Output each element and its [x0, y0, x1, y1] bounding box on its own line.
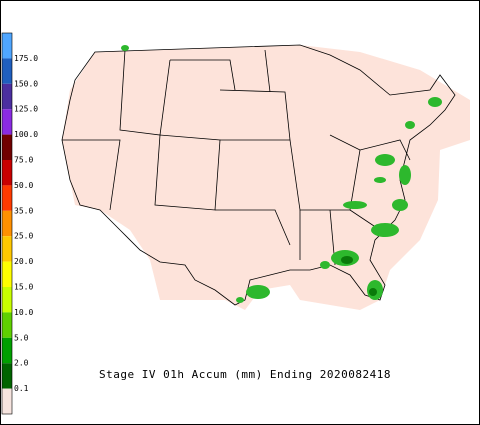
legend-label: 0.1 — [14, 384, 29, 393]
precipitation — [121, 45, 442, 303]
legend-label: 175.0 — [14, 54, 38, 63]
map-title: Stage IV 01h Accum (mm) Ending 202008241… — [99, 368, 391, 381]
color-legend: 175.0 150.0 125.0 100.0 75.0 50.0 35.0 25.0 20.0… — [1, 32, 38, 415]
legend-label: 15.0 — [14, 283, 33, 292]
legend-label: 75.0 — [14, 156, 33, 165]
legend-label: 125.0 — [14, 105, 38, 114]
legend-label: 150.0 — [14, 79, 38, 88]
legend-swatch — [2, 109, 12, 135]
legend-label: 20.0 — [14, 257, 33, 266]
map — [61, 44, 470, 310]
legend-swatch — [2, 185, 12, 211]
legend-label: 25.0 — [14, 232, 33, 241]
legend-label: 5.0 — [14, 333, 29, 342]
legend-swatch — [2, 58, 12, 84]
us-outline — [61, 44, 456, 306]
legend-label: 10.0 — [14, 308, 33, 317]
legend-swatch — [2, 134, 12, 160]
legend-border — [1, 32, 13, 415]
legend-swatch — [2, 388, 12, 414]
legend-swatch — [2, 287, 12, 313]
legend-swatch — [2, 363, 12, 389]
coverage-area — [62, 45, 470, 310]
legend-swatch — [2, 83, 12, 110]
legend-label: 35.0 — [14, 206, 33, 215]
legend-swatch — [2, 210, 12, 237]
legend-swatch — [2, 337, 12, 364]
legend-swatch — [2, 33, 12, 59]
legend-swatch — [2, 312, 12, 338]
legend-label: 100.0 — [14, 130, 38, 139]
legend-swatch — [2, 160, 12, 186]
legend-swatch — [2, 261, 12, 287]
legend-label: 2.0 — [14, 359, 29, 368]
state-lines — [62, 49, 411, 266]
legend-label: 50.0 — [14, 181, 33, 190]
legend-swatch — [2, 236, 12, 262]
